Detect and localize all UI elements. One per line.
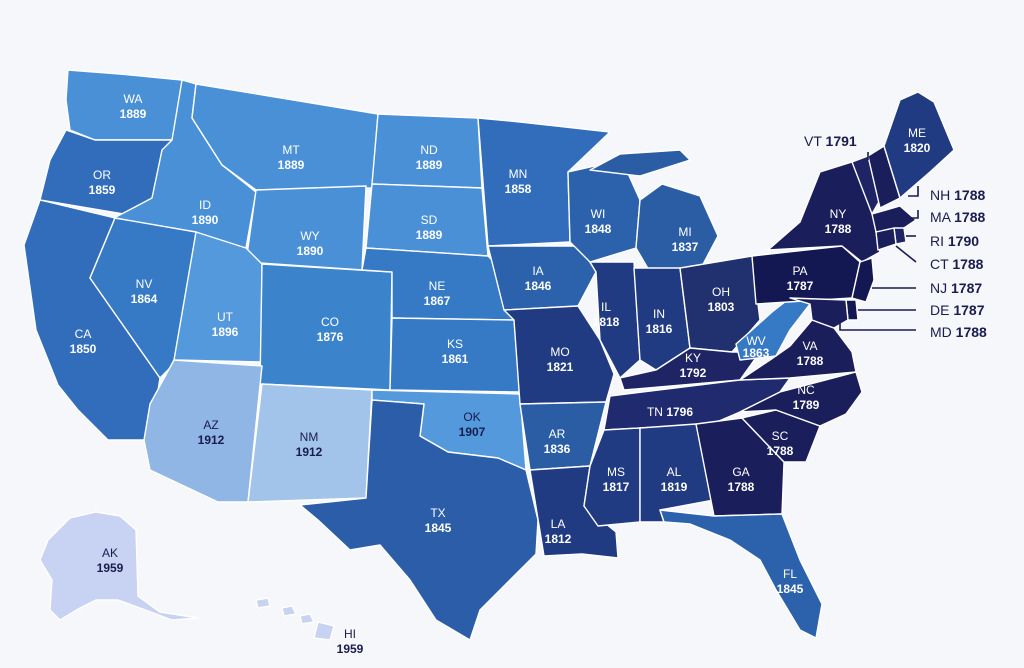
label-nv: NV 1864: [131, 277, 158, 306]
label-nj: NJ 1787: [930, 280, 982, 296]
label-wi: WI 1848: [585, 207, 612, 236]
label-nc: NC 1789: [793, 383, 820, 412]
label-la: LA 1812: [545, 517, 572, 546]
leader-nh: [908, 186, 919, 197]
label-mi: MI 1837: [672, 225, 699, 254]
label-mt: MT 1889: [278, 143, 305, 172]
label-me: ME 1820: [904, 126, 931, 155]
label-mo: MO 1821: [547, 345, 574, 374]
label-ga: GA 1788: [728, 465, 755, 494]
label-in: IN 1816: [646, 307, 673, 336]
label-wy: WY 1890: [297, 229, 324, 258]
leader-md: [839, 322, 916, 331]
label-ne: NE 1867: [424, 279, 451, 308]
label-or: OR 1859: [89, 168, 116, 197]
state-az[interactable]: [143, 359, 263, 503]
label-vt: VT 1791: [804, 133, 857, 149]
label-ks: KS 1861: [442, 337, 469, 366]
state-ct[interactable]: [875, 227, 897, 251]
label-va: VA 1788: [797, 339, 824, 368]
label-wv: WV 1863: [743, 334, 770, 360]
label-ct: CT 1788: [930, 256, 984, 272]
state-ak[interactable]: [39, 511, 199, 621]
state-wv[interactable]: [735, 297, 811, 361]
state-nc[interactable]: [739, 371, 863, 427]
label-ak: AK 1959: [97, 546, 124, 575]
state-sc[interactable]: [741, 409, 821, 463]
label-tx: TX 1845: [425, 506, 452, 535]
label-al: AL 1819: [661, 465, 688, 494]
label-oh: OH 1803: [708, 285, 735, 314]
label-sc: SC 1788: [767, 429, 794, 458]
label-ky: KY 1792: [680, 351, 707, 380]
label-pa: PA 1787: [787, 264, 814, 293]
label-fl: FL 1845: [777, 567, 804, 596]
state-fl[interactable]: [659, 509, 823, 639]
label-nd: ND 1889: [416, 143, 443, 172]
label-ar: AR 1836: [544, 427, 571, 456]
label-nm: NM 1912: [296, 430, 323, 459]
leader-ct: [895, 245, 917, 263]
label-mn: MN 1858: [505, 167, 532, 196]
label-md: MD 1788: [930, 324, 987, 340]
label-sd: SD 1889: [416, 213, 443, 242]
state-hi[interactable]: [255, 597, 335, 641]
label-ny: NY 1788: [825, 207, 852, 236]
label-il: IL 1818: [593, 300, 620, 329]
state-nj[interactable]: [851, 257, 875, 303]
label-ia: IA 1846: [525, 264, 552, 293]
label-ms: MS 1817: [603, 465, 630, 494]
state-mo[interactable]: [503, 305, 615, 405]
label-ca: CA 1850: [70, 327, 97, 356]
state-me[interactable]: [883, 91, 955, 199]
label-de: DE 1787: [930, 302, 985, 318]
state-ia[interactable]: [487, 245, 597, 311]
state-md[interactable]: [789, 297, 849, 329]
label-ok: OK 1907: [459, 410, 486, 439]
label-hi: HI 1959: [337, 627, 364, 656]
label-id: ID 1890: [192, 198, 219, 227]
label-az: AZ 1912: [198, 418, 225, 447]
label-wa: WA 1889: [120, 92, 147, 121]
label-co: CO 1876: [317, 315, 344, 344]
state-ga[interactable]: [695, 417, 785, 517]
label-nh: NH 1788: [930, 187, 985, 203]
state-ma[interactable]: [871, 205, 917, 233]
leader-ma: [910, 210, 919, 219]
label-ri: RI 1790: [930, 233, 979, 249]
label-ut: UT 1896: [212, 310, 239, 339]
label-ma: MA 1788: [930, 209, 985, 225]
label-tn: TN 1796: [647, 405, 693, 419]
state-tx[interactable]: [299, 399, 539, 641]
